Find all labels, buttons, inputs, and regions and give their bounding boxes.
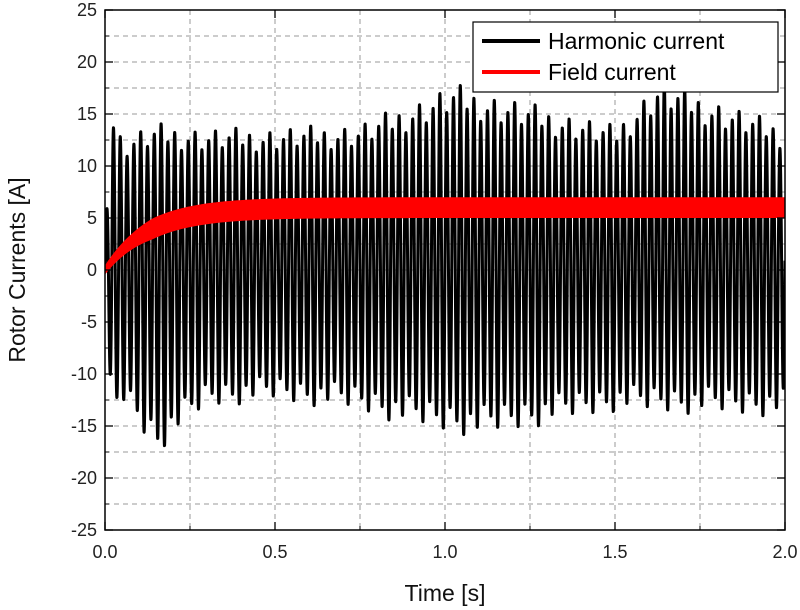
series-layer: [105, 82, 785, 448]
legend-box: [472, 21, 779, 93]
y-tick-label: 25: [77, 0, 97, 20]
y-axis-tick-labels: -25 -20 -15 -10 -5 0 5 10 15 20 25: [71, 0, 97, 540]
grid: [105, 10, 785, 530]
y-tick-label: 0: [87, 260, 97, 280]
y-tick-label: 10: [77, 156, 97, 176]
legend-label-harmonic-current: Harmonic current: [548, 28, 725, 54]
y-tick-label: -5: [81, 312, 97, 332]
x-axis-title: Time [s]: [405, 580, 486, 606]
y-tick-label: -10: [71, 364, 97, 384]
x-tick-label: 1.5: [602, 542, 627, 562]
legend: Harmonic current Field current: [472, 21, 779, 93]
y-tick-label: 15: [77, 104, 97, 124]
x-tick-label: 1.0: [432, 542, 457, 562]
y-axis-title: Rotor Currents [A]: [4, 177, 30, 362]
axis-ticks: [104, 9, 786, 531]
y-tick-label: 5: [87, 208, 97, 228]
series-line-harmonic-current: [105, 82, 785, 448]
y-tick-label: -20: [71, 468, 97, 488]
x-tick-label: 2.0: [772, 542, 797, 562]
legend-label-field-current: Field current: [548, 59, 676, 85]
x-axis-tick-labels: 0.0 0.5 1.0 1.5 2.0: [92, 542, 797, 562]
series-band-field-current: [105, 197, 785, 275]
y-tick-label: -15: [71, 416, 97, 436]
y-tick-label: -25: [71, 520, 97, 540]
x-tick-label: 0.0: [92, 542, 117, 562]
x-tick-label: 0.5: [262, 542, 287, 562]
y-tick-label: 20: [77, 52, 97, 72]
